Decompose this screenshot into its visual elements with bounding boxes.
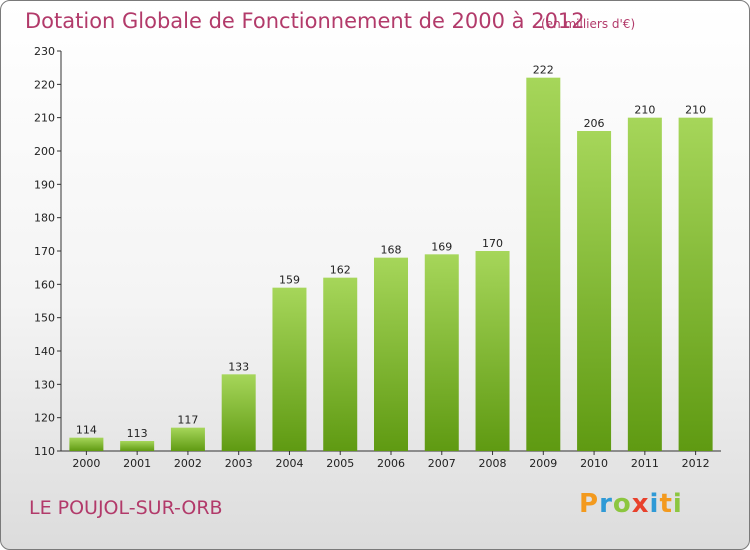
chart-title: Dotation Globale de Fonctionnement de 20…: [25, 9, 585, 33]
value-label-2001: 113: [127, 427, 148, 440]
bar-2006: [374, 257, 408, 451]
y-tick-label: 180: [34, 212, 55, 225]
bar-2002: [170, 427, 205, 451]
y-tick-label: 160: [34, 278, 55, 291]
value-label-2003: 133: [228, 360, 249, 373]
value-label-2012: 210: [685, 104, 706, 117]
x-tick-label-2006: 2006: [377, 457, 405, 470]
value-label-2010: 206: [584, 117, 605, 130]
x-tick-label-2007: 2007: [428, 457, 456, 470]
value-label-2011: 210: [634, 104, 655, 117]
y-tick-label: 200: [34, 145, 55, 158]
x-tick-label-2008: 2008: [479, 457, 507, 470]
chart-bars: 114 113 117 133 159 162 168 169 170 222 206 210 210: [69, 64, 713, 452]
value-label-2008: 170: [482, 237, 503, 250]
value-label-2004: 159: [279, 274, 300, 287]
bar-2001: [120, 441, 155, 451]
bar-2012: [678, 117, 713, 452]
x-tick-label-2002: 2002: [174, 457, 202, 470]
x-tick-label-2011: 2011: [631, 457, 659, 470]
y-tick-label: 150: [34, 312, 55, 325]
bar-2009: [526, 77, 561, 452]
x-tick-label-2012: 2012: [682, 457, 710, 470]
y-tick-label: 120: [34, 412, 55, 425]
y-tick-label: 140: [34, 345, 55, 358]
bar-2008: [475, 251, 510, 451]
x-tick-label-2009: 2009: [529, 457, 557, 470]
chart-subtitle: (en milliers d'€): [541, 17, 636, 31]
x-tick-label-2004: 2004: [275, 457, 303, 470]
x-tick-label-2000: 2000: [72, 457, 100, 470]
commune-name: LE POUJOL-SUR-ORB: [29, 497, 223, 519]
y-tick-label: 170: [34, 245, 55, 258]
value-label-2005: 162: [330, 264, 351, 277]
value-label-2009: 222: [533, 64, 554, 77]
y-tick-label: 190: [34, 178, 55, 191]
bar-2003: [221, 374, 256, 451]
bar-2007: [424, 254, 459, 451]
y-tick-label: 110: [34, 445, 55, 458]
bar-2000: [69, 437, 104, 451]
value-label-2007: 169: [431, 240, 452, 253]
bar-2011: [627, 117, 662, 452]
bar-2010: [577, 131, 612, 451]
x-tick-label-2005: 2005: [326, 457, 354, 470]
x-tick-label-2010: 2010: [580, 457, 608, 470]
value-label-2000: 114: [76, 424, 97, 437]
x-tick-label-2003: 2003: [225, 457, 253, 470]
chart-axes: 110 120 130 140 150 160 170 180 190 200 210 220 230 2…: [34, 45, 721, 470]
x-tick-label-2001: 2001: [123, 457, 151, 470]
y-tick-label: 210: [34, 112, 55, 125]
y-tick-label: 220: [34, 78, 55, 91]
proxiti-logo: Proxiti: [579, 489, 683, 519]
value-label-2006: 168: [381, 244, 402, 257]
bar-2005: [323, 277, 358, 451]
y-tick-label: 130: [34, 378, 55, 391]
y-tick-label: 230: [34, 45, 55, 58]
value-label-2002: 117: [177, 414, 198, 427]
bar-2004: [272, 287, 307, 451]
